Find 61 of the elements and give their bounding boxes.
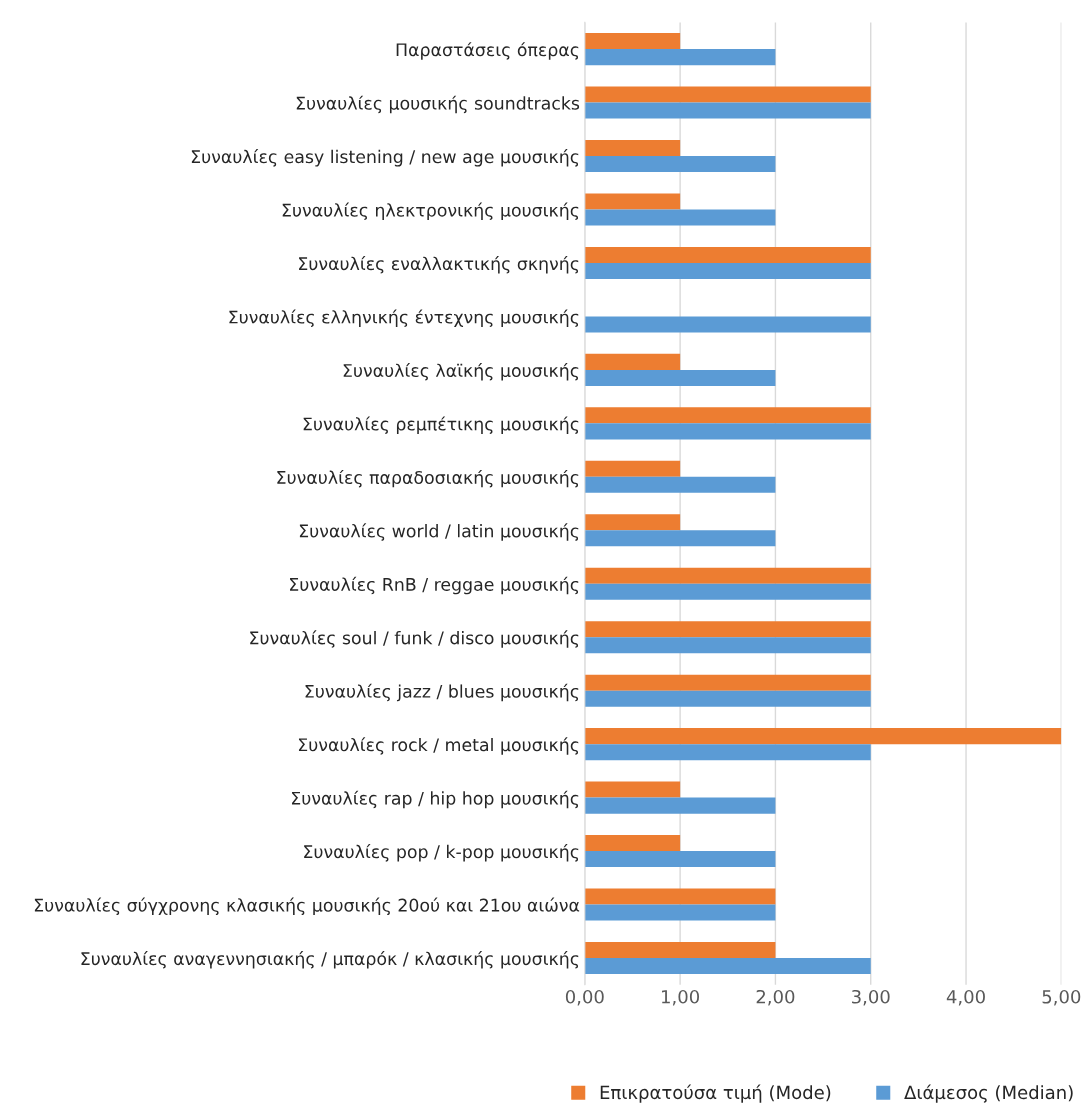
y-tick-label: Συναυλίες world / latin μουσικής: [299, 523, 579, 541]
bar: [584, 460, 681, 477]
bar: [584, 476, 776, 493]
x-tick-label: 1,00: [662, 989, 700, 1006]
bar: [584, 851, 776, 868]
bar: [584, 637, 871, 654]
y-tick-label: Παραστάσεις όπερας: [396, 42, 579, 60]
x-tick-label: 3,00: [852, 989, 890, 1006]
y-tick-label: Συναυλίες αναγεννησιακής / μπαρόκ / κλασικής μουσικής: [81, 951, 579, 969]
bar: [584, 904, 776, 921]
bar: [584, 49, 776, 66]
bar: [584, 941, 776, 958]
y-tick-label: Συναυλίες rock / metal μουσικής: [298, 737, 579, 755]
y-tick-label: Συναυλίες ρεμπέτικης μουσικής: [303, 416, 579, 434]
y-tick-label: Συναυλίες ηλεκτρονικής μουσικής: [282, 202, 579, 221]
bar: [584, 781, 681, 798]
y-tick-label: Συναυλίες jazz / blues μουσικής: [305, 683, 579, 702]
bar: [584, 835, 681, 852]
bar: [584, 407, 871, 424]
bar: [584, 193, 681, 210]
bar: [584, 316, 871, 333]
bar: [584, 369, 776, 386]
bar: [584, 140, 681, 157]
bar: [584, 957, 871, 975]
bar: [584, 353, 681, 370]
x-tick-label: 0,00: [565, 989, 604, 1006]
y-tick-label: Συναυλίες εναλλακτικής σκηνής: [299, 256, 579, 274]
legend-label: Επικρατούσα τιμή (Mode): [600, 1084, 831, 1103]
bar: [584, 744, 871, 761]
y-tick-label: Συναυλίες μουσικής soundtracks: [296, 95, 580, 114]
y-tick-label: Συναυλίες soul / funk / disco μουσικής: [250, 630, 579, 648]
y-tick-label: Συναυλίες λαϊκής μουσικής: [343, 362, 579, 381]
y-tick-label: Συναυλίες παραδοσιακής μουσικής: [277, 469, 579, 488]
x-tick-label: 5,00: [1042, 989, 1081, 1006]
y-tick-label: Συναυλίες rap / hip hop μουσικής: [291, 790, 579, 809]
bar: [584, 246, 871, 263]
bar: [584, 621, 871, 638]
bar: [584, 262, 871, 279]
bar: [584, 690, 871, 707]
bar: [584, 674, 871, 691]
legend-label: Διάμεσος (Median): [904, 1084, 1073, 1103]
bar: [584, 156, 776, 173]
y-tick-label: Συναυλίες pop / k-pop μουσικής: [304, 844, 579, 862]
bar: [584, 583, 871, 600]
bar: [584, 530, 776, 547]
bar: [584, 209, 776, 226]
bar: [584, 728, 1062, 745]
bar: [584, 33, 681, 50]
bar: [584, 514, 681, 531]
bar: [584, 423, 871, 440]
y-tick-label: Συναυλίες RnB / reggae μουσικής: [290, 576, 579, 595]
bar: [584, 102, 871, 119]
y-tick-label: Συναυλίες ελληνικής έντεχνης μουσικής: [229, 309, 579, 328]
bar: [584, 567, 871, 584]
bar: [584, 797, 776, 814]
y-tick-label: Συναυλίες σύγχρονης κλασικής μουσικής 20ού και 21ου αιώνα: [34, 897, 580, 916]
x-tick-label: 2,00: [756, 989, 795, 1006]
bar: [584, 86, 871, 103]
bar: [584, 888, 776, 905]
x-tick-label: 4,00: [946, 989, 985, 1006]
y-tick-label: Συναυλίες easy listening / new age μουσικής: [191, 149, 579, 167]
